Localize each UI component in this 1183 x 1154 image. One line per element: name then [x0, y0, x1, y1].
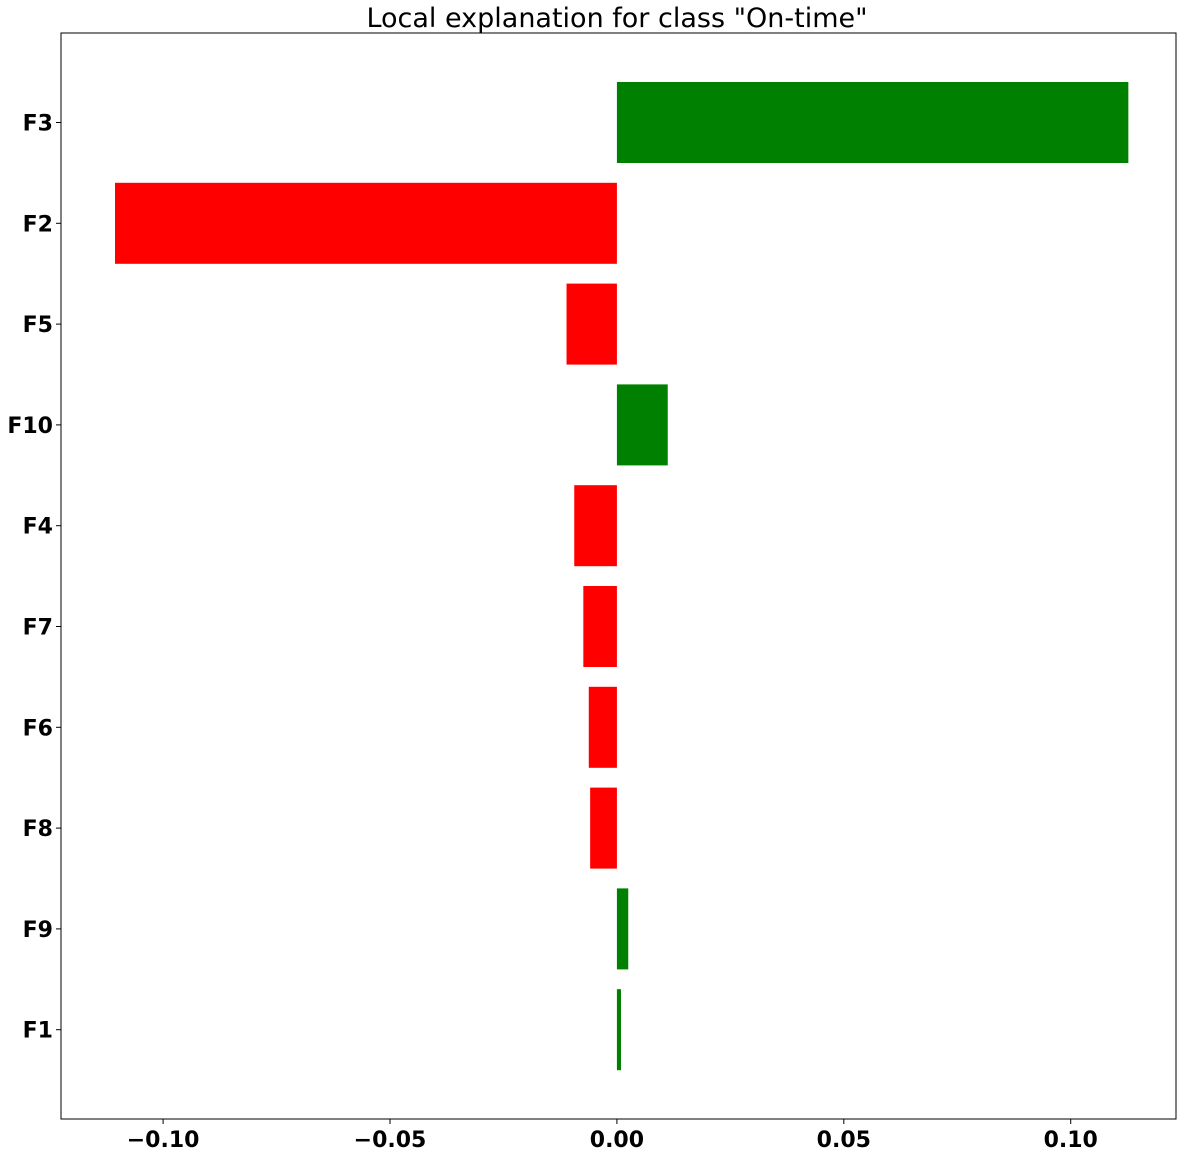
- chart-title: Local explanation for class "On-time": [366, 3, 867, 34]
- y-tick-label: F3: [23, 112, 53, 137]
- bar-f10: [616, 384, 668, 466]
- x-tick-label: 0.05: [817, 1128, 871, 1153]
- y-tick-label: F6: [23, 716, 53, 741]
- y-tick-label: F7: [23, 616, 53, 641]
- y-axis: F3 F2 F5 F10 F4 F7 F6 F8 F9 F1: [7, 112, 61, 1044]
- bar-f3: [616, 82, 1129, 163]
- y-tick-label: F9: [23, 918, 53, 943]
- bars-group: [115, 82, 1129, 1071]
- bar-f5: [566, 283, 617, 365]
- y-tick-label: F5: [23, 313, 53, 338]
- bar-f8: [590, 787, 617, 869]
- plot-frame: [60, 32, 1177, 1120]
- y-tick-label: F4: [23, 515, 53, 540]
- y-tick-label: F10: [7, 414, 53, 439]
- bar-f7: [583, 586, 617, 667]
- x-tick-label: 0.00: [590, 1128, 644, 1153]
- bar-f9: [616, 888, 629, 970]
- y-tick-label: F1: [23, 1019, 53, 1044]
- x-tick-label: −0.05: [354, 1128, 427, 1153]
- bar-f1: [616, 989, 621, 1071]
- x-tick-label: −0.10: [127, 1128, 200, 1153]
- y-tick-label: F8: [23, 817, 53, 842]
- y-tick-label: F2: [23, 212, 53, 237]
- bar-f4: [574, 485, 617, 567]
- x-axis: −0.10 −0.05 0.00 0.05 0.10: [127, 1119, 1098, 1153]
- bar-f2: [115, 182, 617, 264]
- bar-f6: [588, 686, 617, 768]
- x-tick-label: 0.10: [1044, 1128, 1098, 1153]
